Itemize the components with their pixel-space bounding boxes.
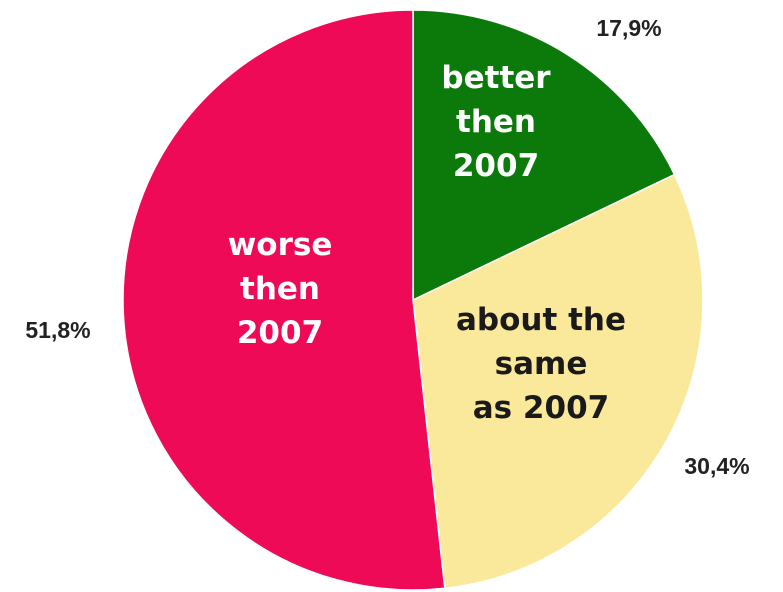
- pie-slice-3: [122, 9, 446, 591]
- slice-label-line: better: [441, 60, 551, 96]
- slice-label-line: then: [456, 104, 536, 140]
- slice-label-line: worse: [228, 227, 333, 263]
- slice-label-2: about the same as 2007: [456, 302, 626, 426]
- slice-label-line: then: [240, 271, 320, 307]
- percent-label-3: 51,8%: [25, 317, 90, 343]
- slice-label-3: worse then 2007: [228, 227, 333, 351]
- slice-label-1: better then 2007: [441, 60, 551, 184]
- slice-label-line: as 2007: [473, 390, 609, 426]
- pie-slice-2: [412, 173, 704, 590]
- slice-label-line: about the: [456, 302, 626, 338]
- pie-slice-1: [412, 9, 676, 302]
- percent-label-1: 17,9%: [596, 15, 661, 41]
- slice-label-line: 2007: [453, 148, 539, 184]
- slice-label-line: 2007: [237, 315, 323, 351]
- percent-label-2: 30,4%: [684, 453, 749, 479]
- slice-label-line: same: [495, 346, 588, 382]
